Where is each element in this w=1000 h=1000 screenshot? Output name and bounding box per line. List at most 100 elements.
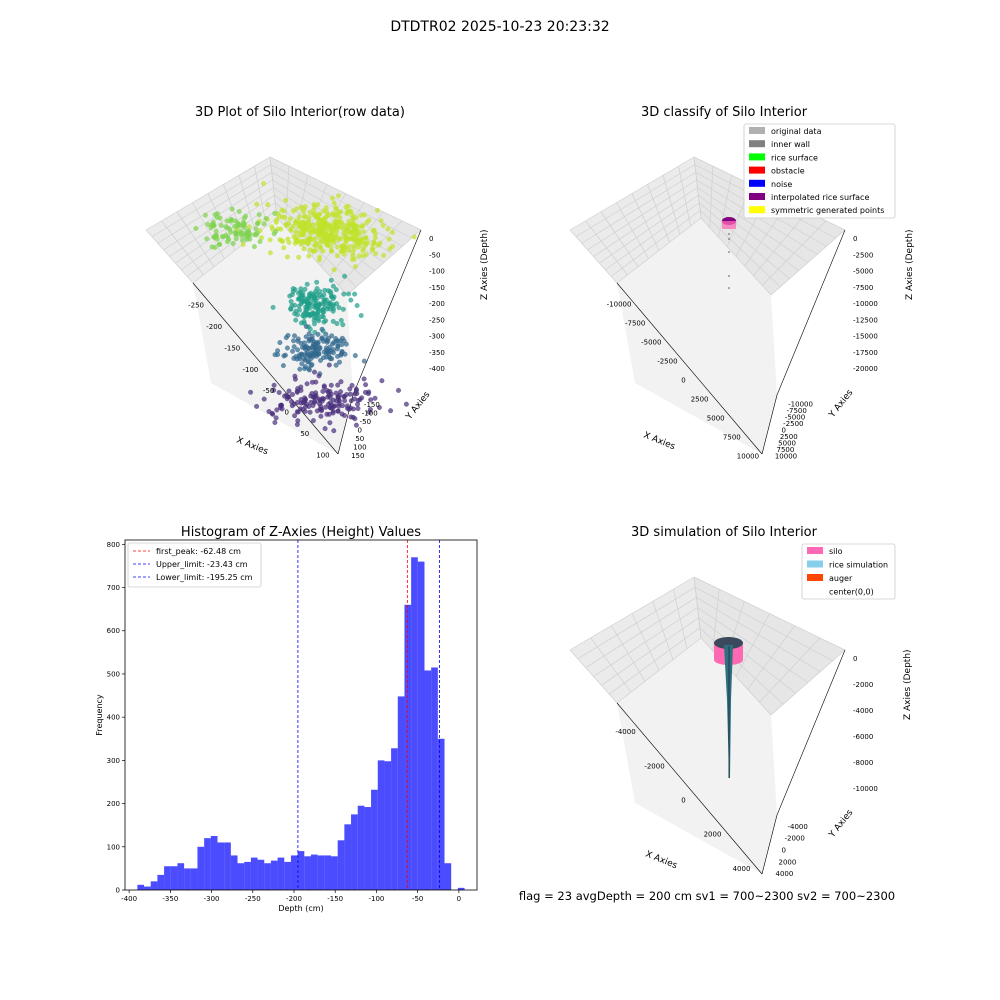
legend-label: silo (829, 547, 843, 556)
y-tick-label: 600 (107, 627, 120, 635)
scatter-point (360, 223, 366, 229)
histogram-bar (364, 807, 372, 890)
scatter-point (376, 405, 382, 410)
histogram-bar (437, 738, 445, 890)
rice-surface-mark (714, 637, 743, 649)
scatter-point (306, 338, 312, 344)
scatter-point (350, 223, 356, 229)
grid-line (698, 194, 799, 271)
z-tick-label: -300 (429, 333, 445, 341)
scatter-point (272, 352, 278, 358)
scatter-point (214, 215, 220, 220)
scatter-point (290, 286, 296, 292)
scatter-point (351, 256, 357, 262)
legend-label: auger (829, 574, 853, 583)
legend-label: first_peak: -62.48 cm (156, 547, 241, 556)
histogram-bar (384, 761, 392, 890)
scatter-point (283, 221, 289, 227)
scatter-point (340, 322, 346, 328)
histogram-bar (404, 604, 412, 890)
scatter-point (323, 215, 329, 221)
y-tick-label: -4000 (788, 823, 808, 831)
z-tick-label: 0 (853, 655, 857, 663)
scatter-point (285, 332, 291, 338)
histogram-bar (257, 859, 265, 890)
back-left-pane (146, 157, 277, 283)
scatter-point (330, 318, 336, 324)
scatter-point (317, 254, 323, 260)
scatter-point (317, 292, 323, 298)
histogram-bar (237, 863, 245, 890)
x-tick-label: -5000 (641, 339, 661, 347)
raw-plot-ylabel: Y Axies (404, 390, 433, 423)
histogram-frame (124, 539, 478, 891)
histogram-bar (270, 860, 278, 890)
scatter-point (343, 204, 349, 210)
scatter-point (310, 418, 316, 424)
grid-line (697, 187, 809, 263)
scatter-point (339, 411, 345, 417)
scatter-point (330, 283, 336, 289)
raw-plot-points (193, 181, 417, 434)
scatter-point (352, 391, 358, 397)
scatter-point (316, 318, 322, 324)
scatter-point (375, 242, 381, 248)
legend-swatch (807, 560, 823, 568)
y-tick-label: -5000 (785, 413, 805, 421)
scatter-point (338, 317, 344, 323)
scatter-point (224, 218, 230, 224)
x-tick-label: -100 (242, 366, 258, 374)
scatter-point (335, 346, 340, 352)
scatter-point (334, 228, 339, 234)
x-tick-label: 0 (681, 797, 685, 805)
y-tick-label: 200 (107, 800, 120, 808)
y-tick-label: 2500 (780, 433, 798, 441)
scatter-point (355, 401, 360, 407)
raw-plot-zlabel: Z Axies (Depth) (480, 229, 490, 300)
x-tick-label: -200 (206, 323, 222, 331)
scatter-point (352, 264, 358, 270)
histogram-bar (177, 863, 185, 890)
scatter-point (368, 397, 374, 403)
scatter-point (343, 239, 349, 245)
scatter-point (267, 237, 273, 243)
scatter-point (318, 244, 323, 250)
histogram-bar (244, 861, 251, 890)
back-left-pane (570, 157, 701, 283)
scatter-point (274, 407, 280, 413)
scatter-point (307, 228, 313, 234)
histogram-bar (204, 838, 211, 890)
scatter-point (330, 308, 336, 314)
scatter-point (329, 195, 335, 201)
scatter-point (336, 403, 342, 409)
scatter-point (336, 193, 341, 199)
scatter-point (331, 239, 337, 245)
legend-label: inner wall (771, 140, 810, 149)
legend-frame (127, 542, 262, 588)
y-tick-label: -150 (364, 401, 380, 409)
scatter-point (304, 281, 310, 287)
scatter-point (307, 326, 313, 332)
scatter-point (352, 353, 358, 359)
scatter-point (328, 382, 334, 388)
scatter-point (272, 210, 278, 216)
y-tick-label: 50 (355, 435, 364, 443)
scatter-point (411, 234, 417, 240)
histogram-legend: first_peak: -62.48 cm Upper_limit: -23.43… (127, 542, 262, 588)
scatter-point (366, 409, 372, 415)
scatter-point (329, 333, 335, 339)
x-tick-label: -150 (224, 344, 240, 352)
z-tick-label: -350 (429, 349, 445, 357)
scatter-point (281, 208, 287, 214)
scatter-point (353, 422, 359, 428)
scatter-point (335, 408, 341, 414)
scatter-point (305, 311, 311, 317)
scatter-point (286, 239, 292, 245)
scatter-point (311, 311, 317, 317)
legend-swatch (749, 179, 765, 187)
y-tick-label: -2500 (783, 420, 803, 428)
scatter-point (295, 347, 301, 353)
scatter-point (290, 348, 296, 354)
scatter-point (273, 229, 279, 234)
scatter-point (313, 289, 318, 295)
